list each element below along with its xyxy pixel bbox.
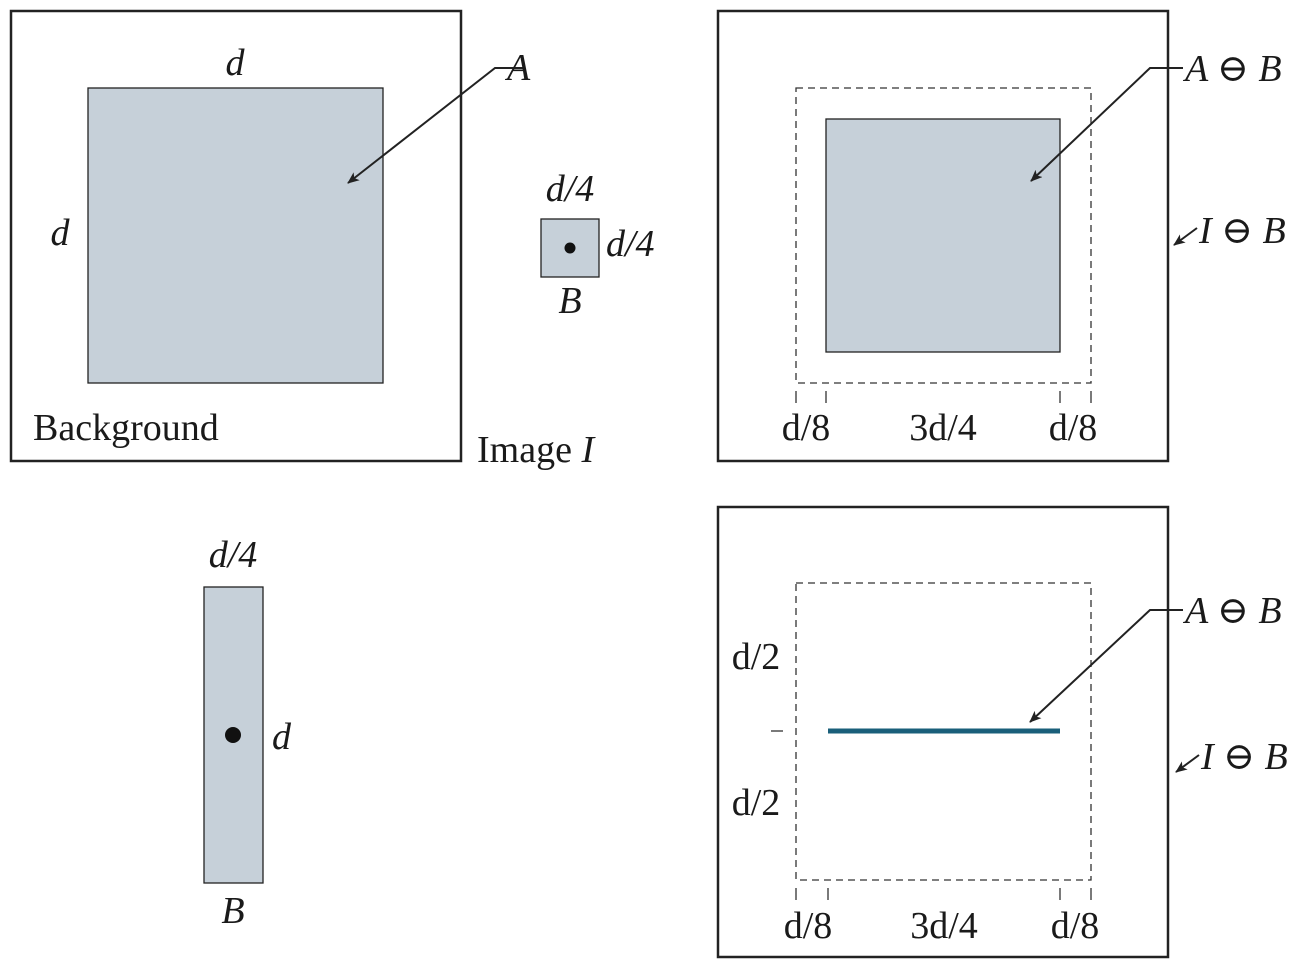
tall-structuring-element: d/4 d B: [203, 534, 292, 932]
small-se-origin: [564, 242, 576, 254]
small-se-height-label: d/4: [606, 223, 655, 265]
dim-label-center: 3d/4: [909, 407, 977, 449]
object-height-label: d: [51, 212, 71, 254]
background-label: Background: [33, 407, 219, 449]
small-se-width-label: d/4: [546, 168, 595, 210]
dim-label-upper: d/2: [732, 636, 781, 678]
object-a-pointer: [347, 67, 525, 184]
result-label: A ⊖ B: [1182, 48, 1282, 90]
original-object-outline: [795, 87, 1092, 384]
result-pointer: [1029, 609, 1183, 723]
image-erosion-pointer: [1175, 754, 1200, 773]
tall-se-width-label: d/4: [209, 534, 258, 576]
erosion-square-panel: d/8 3d/4 d/8 A ⊖ B I ⊖ B: [716, 9, 1286, 463]
tall-se-height-label: d: [272, 716, 292, 758]
object-width-label: d: [226, 42, 246, 84]
image-panel: d d Background A Image I: [9, 9, 596, 471]
dim-label-right: d/8: [1051, 905, 1100, 947]
dim-label-center: 3d/4: [910, 905, 978, 947]
image-caption: Image I: [477, 429, 596, 471]
small-se-name: B: [558, 280, 581, 322]
eroded-square: [825, 118, 1061, 353]
result-label: A ⊖ B: [1182, 590, 1282, 632]
dim-label-left: d/8: [782, 407, 831, 449]
result-pointer: [1030, 67, 1183, 182]
small-structuring-element: d/4 d/4 B: [540, 168, 655, 322]
image-erosion-label: I ⊖ B: [1198, 210, 1286, 252]
tall-se-origin: [225, 727, 241, 743]
object-a: [87, 87, 384, 384]
image-erosion-label: I ⊖ B: [1200, 736, 1288, 778]
dim-label-left: d/8: [784, 905, 833, 947]
original-object-outline: [795, 582, 1092, 881]
image-erosion-pointer: [1173, 227, 1198, 246]
dim-label-right: d/8: [1049, 407, 1098, 449]
object-a-label: A: [504, 47, 531, 89]
tall-se-name: B: [221, 890, 244, 932]
dim-label-lower: d/2: [732, 782, 781, 824]
erosion-line-panel: d/2 d/2 d/8 3d/4 d/8 A ⊖ B I ⊖ B: [716, 505, 1288, 959]
